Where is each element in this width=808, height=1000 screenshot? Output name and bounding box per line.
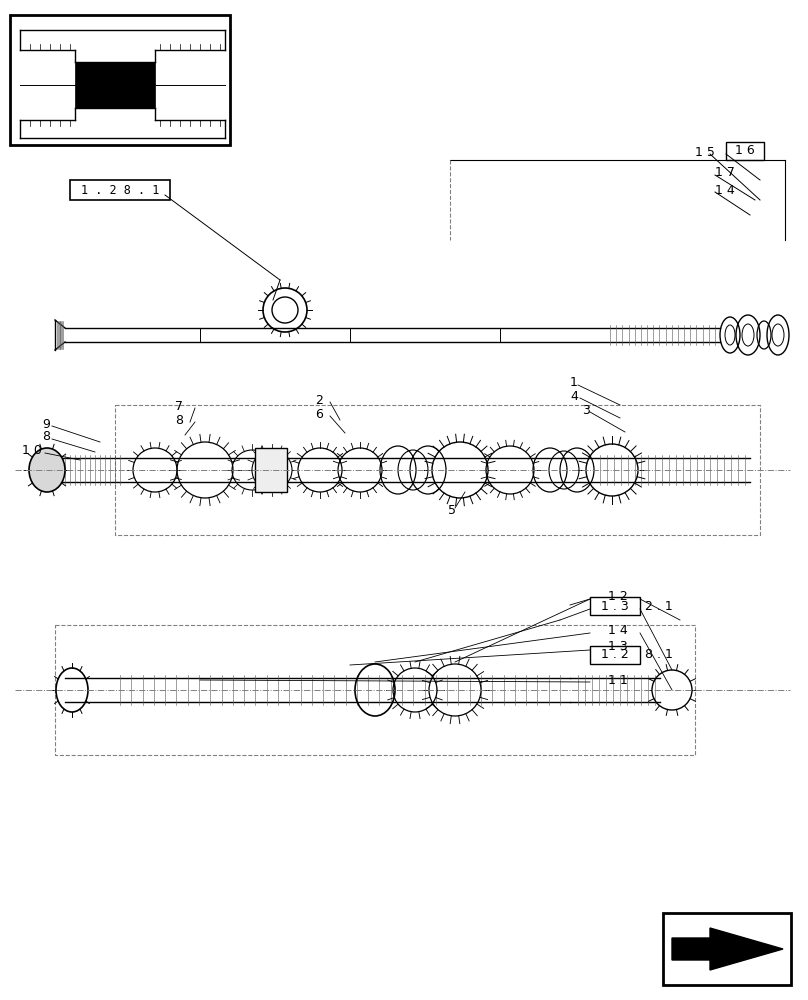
Bar xyxy=(70,180,170,200)
Text: 6: 6 xyxy=(315,408,323,420)
Text: 1 7: 1 7 xyxy=(715,166,734,180)
Bar xyxy=(726,142,764,160)
Text: 1 . 2: 1 . 2 xyxy=(601,648,629,662)
Text: 7: 7 xyxy=(175,399,183,412)
Bar xyxy=(663,913,791,985)
Text: 1 0: 1 0 xyxy=(22,444,42,458)
Text: 8: 8 xyxy=(175,414,183,426)
Text: 1: 1 xyxy=(570,375,578,388)
Text: 1 4: 1 4 xyxy=(608,624,628,637)
Text: 5: 5 xyxy=(448,504,456,516)
Text: 8: 8 xyxy=(42,430,50,444)
Polygon shape xyxy=(672,928,783,970)
Text: 8 . 1: 8 . 1 xyxy=(645,648,673,662)
Bar xyxy=(10,15,230,145)
Text: 4: 4 xyxy=(570,389,578,402)
Text: 1 3: 1 3 xyxy=(608,641,628,654)
Bar xyxy=(590,597,640,615)
Bar xyxy=(255,448,287,492)
Ellipse shape xyxy=(29,448,65,492)
Bar xyxy=(590,646,640,664)
Text: 1 5: 1 5 xyxy=(695,145,715,158)
Text: 1 6: 1 6 xyxy=(735,144,755,157)
Bar xyxy=(75,62,155,108)
Text: 9: 9 xyxy=(42,418,50,430)
Text: 2 . 1: 2 . 1 xyxy=(645,599,673,612)
Text: 2: 2 xyxy=(315,393,323,406)
Text: 1 1: 1 1 xyxy=(608,674,628,686)
Text: 1 2: 1 2 xyxy=(608,590,628,603)
Text: 1 . 3: 1 . 3 xyxy=(601,599,629,612)
Text: 1 . 2 8 . 1: 1 . 2 8 . 1 xyxy=(81,184,159,196)
Text: 3: 3 xyxy=(582,403,590,416)
Text: 1 4: 1 4 xyxy=(715,184,734,196)
